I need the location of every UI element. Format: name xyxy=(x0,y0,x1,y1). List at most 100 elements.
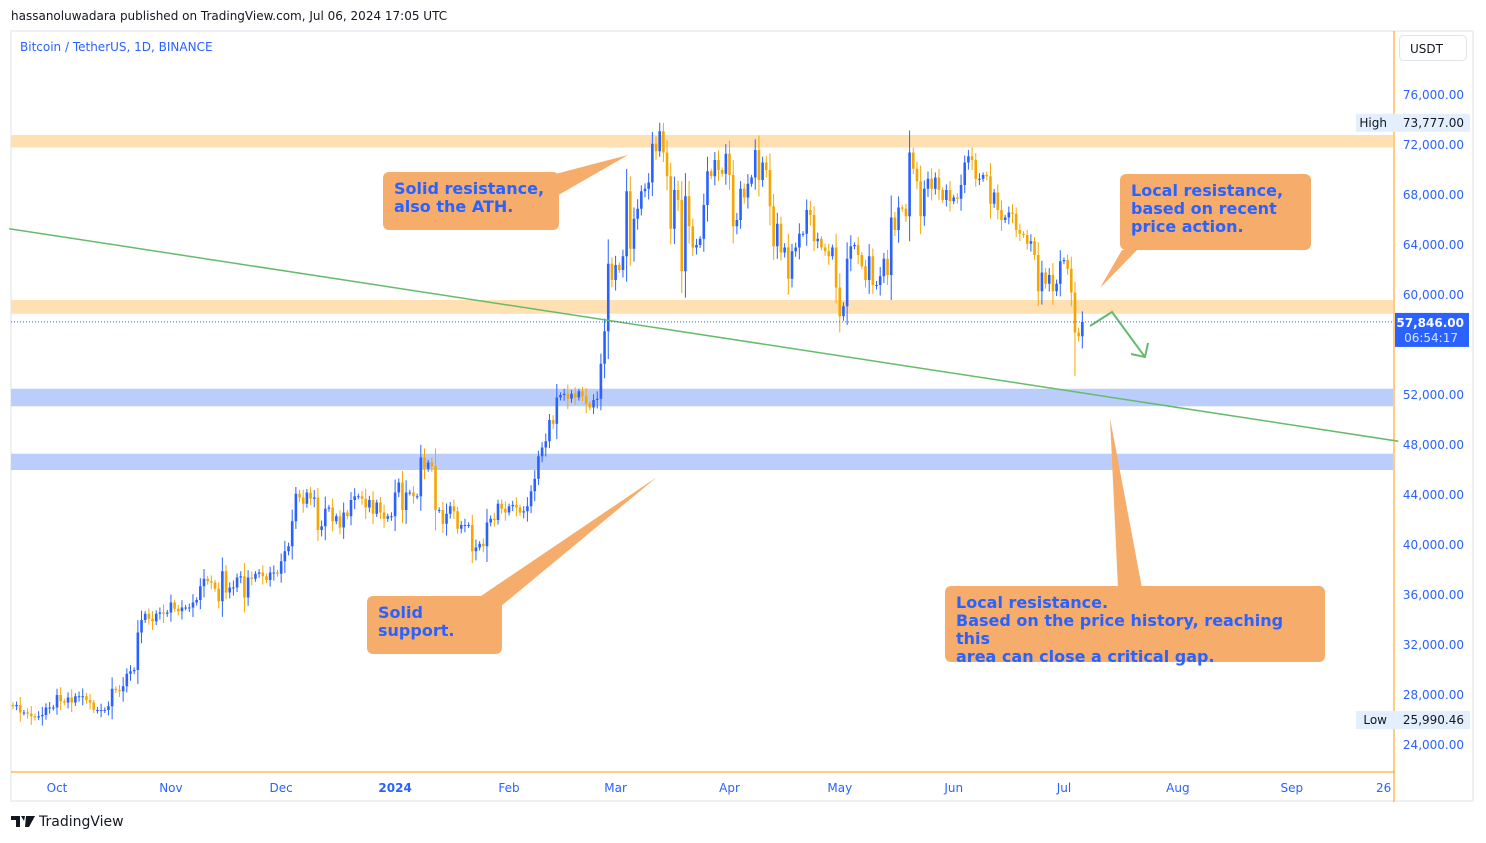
candle-up xyxy=(875,285,878,286)
candle-up xyxy=(390,516,393,518)
candle-down xyxy=(996,192,1000,210)
candle-up xyxy=(702,205,706,239)
candle-down xyxy=(1073,292,1077,333)
candle-up xyxy=(375,502,379,514)
candle-down xyxy=(379,502,382,513)
candle-up xyxy=(232,587,235,589)
candle-up xyxy=(154,613,158,622)
candle-up xyxy=(496,503,500,520)
candle-up xyxy=(577,391,581,398)
candle-up xyxy=(643,188,647,192)
candle-down xyxy=(970,156,974,160)
x-tick-label: Jul xyxy=(1056,781,1071,795)
candle-up xyxy=(507,506,511,513)
candle-down xyxy=(584,396,588,404)
candle-up xyxy=(735,220,739,227)
candle-up xyxy=(562,393,566,395)
candle-up xyxy=(640,191,643,209)
low-label: Low xyxy=(1363,713,1387,727)
candle-up xyxy=(867,256,871,280)
candle-up xyxy=(110,688,114,707)
annotation-gap[interactable]: Local resistance. Based on the price his… xyxy=(945,586,1325,666)
candle-up xyxy=(246,577,250,598)
candle-up xyxy=(283,551,287,562)
candle-down xyxy=(162,612,165,614)
candle-down xyxy=(92,702,96,710)
candle-up xyxy=(853,245,856,247)
candle-down xyxy=(893,217,897,230)
currency-button[interactable]: USDT xyxy=(1399,35,1467,61)
candle-up xyxy=(595,398,599,400)
publisher-line: hassanoluwadara published on TradingView… xyxy=(11,9,448,23)
candle-down xyxy=(787,247,790,279)
candle-down xyxy=(680,200,684,272)
candle-up xyxy=(750,177,753,184)
candle-up xyxy=(74,696,77,703)
candle-up xyxy=(698,238,702,245)
candle-down xyxy=(470,525,474,552)
y-tick-label: 76,000.00 xyxy=(1403,88,1464,102)
candle-down xyxy=(911,152,915,169)
candle-down xyxy=(456,511,459,529)
candle-up xyxy=(1047,275,1051,284)
candle-up xyxy=(195,600,198,603)
symbol-title[interactable]: Bitcoin / TetherUS, 1D, BINANCE xyxy=(20,40,213,54)
candle-up xyxy=(478,543,481,548)
candle-down xyxy=(176,608,180,612)
candle-down xyxy=(1022,233,1025,235)
annotation-local-resistance[interactable]: Local resistance, based on recent price … xyxy=(1120,174,1311,250)
candle-up xyxy=(1029,241,1033,244)
candle-up xyxy=(511,505,514,507)
candle-up xyxy=(184,607,187,609)
candle-down xyxy=(26,712,29,714)
candle-up xyxy=(540,447,544,457)
candle-up xyxy=(592,400,595,408)
y-tick-label: 36,000.00 xyxy=(1403,588,1464,602)
candle-down xyxy=(864,266,867,280)
candle-down xyxy=(717,160,720,170)
candle-up xyxy=(529,491,533,507)
candle-down xyxy=(941,190,944,200)
annotation-ath[interactable]: Solid resistance, also the ATH. xyxy=(383,172,559,230)
candle-up xyxy=(746,183,750,198)
candle-down xyxy=(360,496,364,499)
candle-up xyxy=(125,673,129,687)
candle-down xyxy=(871,256,875,285)
candle-down xyxy=(551,420,555,424)
candle-up xyxy=(404,492,408,510)
candle-down xyxy=(856,245,860,255)
candle-up xyxy=(81,696,85,698)
tradingview-brand[interactable]: TradingView xyxy=(11,814,124,830)
candle-down xyxy=(820,238,823,248)
candle-down xyxy=(173,602,176,609)
candle-down xyxy=(937,177,941,190)
candle-down xyxy=(482,543,485,547)
candle-up xyxy=(386,516,390,519)
candle-up xyxy=(349,500,353,517)
candle-up xyxy=(952,197,955,202)
candle-down xyxy=(250,577,254,579)
candle-up xyxy=(555,397,559,424)
candle-down xyxy=(265,576,268,580)
candle-up xyxy=(673,190,676,229)
candle-down xyxy=(742,188,746,198)
candle-up xyxy=(908,152,911,217)
candle-up xyxy=(992,192,996,204)
candle-down xyxy=(243,576,246,598)
candle-down xyxy=(88,700,92,703)
candle-down xyxy=(915,168,919,182)
annotation-support[interactable]: Solid support. xyxy=(367,596,502,654)
candle-down xyxy=(261,572,265,577)
candle-down xyxy=(588,403,592,408)
candle-down xyxy=(401,482,404,510)
candle-down xyxy=(1018,230,1022,234)
candle-down xyxy=(500,503,503,509)
candle-up xyxy=(327,507,331,509)
candle-down xyxy=(59,695,62,702)
candle-down xyxy=(834,247,838,288)
candle-down xyxy=(206,578,209,582)
candle-up xyxy=(37,716,40,718)
y-tick-label: 32,000.00 xyxy=(1403,638,1464,652)
x-tick-label: Dec xyxy=(270,781,293,795)
